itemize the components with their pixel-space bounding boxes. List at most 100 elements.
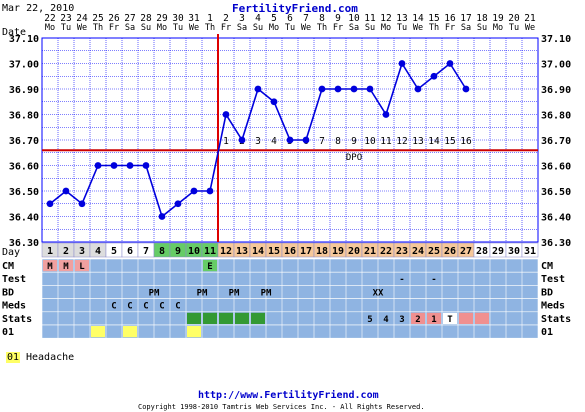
row-label-right: CM <box>541 261 553 272</box>
date-label: 6 <box>287 13 293 24</box>
ytick-right: 36.60 <box>541 162 571 173</box>
bd-value: XX <box>373 288 384 298</box>
ytick-left: 36.70 <box>9 136 39 147</box>
temperature-point <box>206 187 214 195</box>
weekday-label: Mo <box>269 23 279 33</box>
ytick-left: 37.10 <box>9 34 39 45</box>
temperature-point <box>350 85 358 93</box>
stats-cell <box>219 312 233 324</box>
temperature-point <box>382 111 390 118</box>
weekday-label: Mo <box>157 23 167 33</box>
ytick-left: 36.50 <box>9 187 39 198</box>
weekday-label: Sa <box>349 23 359 33</box>
meds-value: C <box>159 302 164 312</box>
stats-value: 1 <box>431 315 436 325</box>
stats-cell <box>251 312 265 324</box>
weekday-label: Su <box>365 23 375 33</box>
date-label: 14 <box>412 13 424 24</box>
cycle-day-label: 1 <box>47 246 53 257</box>
date-label: 3 <box>239 13 245 24</box>
weekday-label: Tu <box>285 23 295 33</box>
stats-cell <box>459 312 473 324</box>
cycle-day-label: 20 <box>348 246 360 257</box>
row-band <box>41 285 539 299</box>
meds-value: C <box>175 302 180 312</box>
temperature-point <box>158 213 166 220</box>
stats-cell <box>203 312 217 324</box>
weekday-label: We <box>413 23 423 33</box>
dpo-label: 4 <box>271 136 277 147</box>
date-label: 1 <box>207 13 213 24</box>
weekday-label: We <box>77 23 87 33</box>
dpo-label: 3 <box>255 136 261 147</box>
cycle-day-label: 22 <box>380 246 392 257</box>
row-label-right: BD <box>541 287 553 298</box>
stats-cell <box>187 312 201 324</box>
ytick-right: 36.40 <box>541 213 571 224</box>
temperature-point <box>94 162 102 169</box>
legend-code: 01 <box>6 352 21 363</box>
date-label: 4 <box>255 13 261 24</box>
weekday-label: Th <box>317 23 327 33</box>
ytick-left: 36.90 <box>9 85 39 96</box>
bd-value: PM <box>197 288 208 298</box>
ytick-right: 37.00 <box>541 60 571 71</box>
cycle-day-label: 29 <box>492 246 504 257</box>
bd-value: PM <box>261 288 272 298</box>
cycle-day-label: 9 <box>175 246 181 257</box>
date-label: 19 <box>492 13 504 24</box>
weekday-label: We <box>525 23 535 33</box>
dpo-label: 8 <box>335 136 341 147</box>
cycle-day-label: 17 <box>300 246 312 257</box>
row-band <box>41 271 539 286</box>
row-label-left: CM <box>2 261 14 272</box>
cycle-day-label: 15 <box>268 246 280 257</box>
weekday-label: Su <box>253 23 263 33</box>
cycle-day-label: 14 <box>252 246 264 257</box>
weekday-label: Sa <box>461 23 471 33</box>
day-cell <box>521 242 539 258</box>
row-label-right: Stats <box>541 314 571 325</box>
row-label-left: Test <box>2 274 26 285</box>
temperature-point <box>446 60 454 67</box>
cm-cell <box>43 260 57 272</box>
copyright: Copyright 1998-2010 Tamtris Web Services… <box>138 403 425 411</box>
date-label: 28 <box>140 13 152 24</box>
cycle-day-label: 11 <box>204 246 216 257</box>
dpo-title: DPO <box>346 153 362 163</box>
weekday-label: Th <box>429 23 439 33</box>
weekday-label: Th <box>205 23 215 33</box>
cycle-day-label: 25 <box>428 246 440 257</box>
cycle-day-label: 5 <box>111 246 117 257</box>
weekday-label: Fr <box>445 23 455 33</box>
footer-url[interactable]: http://www.FertilityFriend.com <box>198 390 379 401</box>
temperature-point <box>254 85 262 93</box>
temperature-point <box>414 85 422 93</box>
weekday-label: Fr <box>109 23 119 33</box>
row-band <box>41 324 539 339</box>
symptom-cell <box>123 326 137 338</box>
date-label: 11 <box>364 13 376 24</box>
row-label-left: 01 <box>2 327 14 338</box>
temperature-point <box>190 187 198 195</box>
temperature-point <box>238 136 246 144</box>
ytick-left: 37.00 <box>9 60 39 71</box>
temperature-point <box>318 85 326 93</box>
stats-cell <box>235 312 249 324</box>
temperature-point <box>270 98 278 106</box>
ytick-left: 36.30 <box>9 238 39 249</box>
stats-cell <box>443 312 457 324</box>
temperature-point <box>334 85 342 93</box>
date-axis-label: Date <box>2 27 27 38</box>
site-title[interactable]: FertilityFriend.com <box>232 2 358 15</box>
row-band <box>41 258 539 273</box>
cm-value: L <box>79 262 85 272</box>
ytick-right: 37.10 <box>541 34 571 45</box>
weekday-label: We <box>301 23 311 33</box>
date-label: 24 <box>76 13 88 24</box>
weekday-label: Tu <box>509 23 519 33</box>
date-label: 16 <box>444 13 456 24</box>
legend-text: Headache <box>26 352 75 363</box>
row-label-right: Test <box>541 274 565 285</box>
cycle-day-label: 31 <box>524 246 536 257</box>
